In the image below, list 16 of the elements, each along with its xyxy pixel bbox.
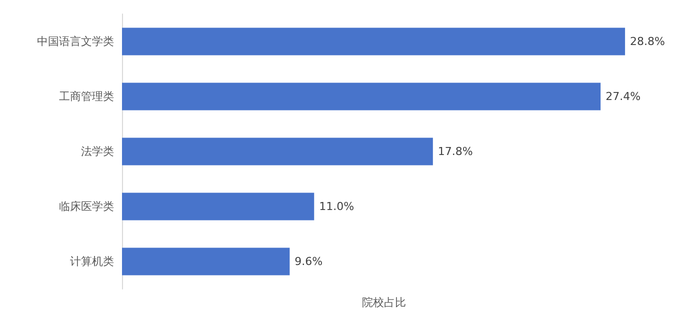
bar xyxy=(122,138,433,166)
y-tick-label: 临床医学类 xyxy=(59,200,114,213)
bar xyxy=(122,28,626,56)
data-label: 28.8% xyxy=(630,35,665,48)
data-label: 11.0% xyxy=(319,200,354,213)
data-label: 27.4% xyxy=(606,90,641,103)
y-tick-label: 中国语言文学类 xyxy=(37,35,114,48)
bar xyxy=(122,192,314,220)
bar xyxy=(122,248,290,276)
y-tick-label: 法学类 xyxy=(81,145,114,158)
bar xyxy=(122,82,601,110)
data-label: 9.6% xyxy=(294,255,323,268)
data-label: 17.8% xyxy=(438,145,473,158)
y-tick-label: 工商管理类 xyxy=(59,90,114,103)
x-axis-title: 院校占比 xyxy=(362,296,406,309)
y-tick-label: 计算机类 xyxy=(70,255,114,268)
